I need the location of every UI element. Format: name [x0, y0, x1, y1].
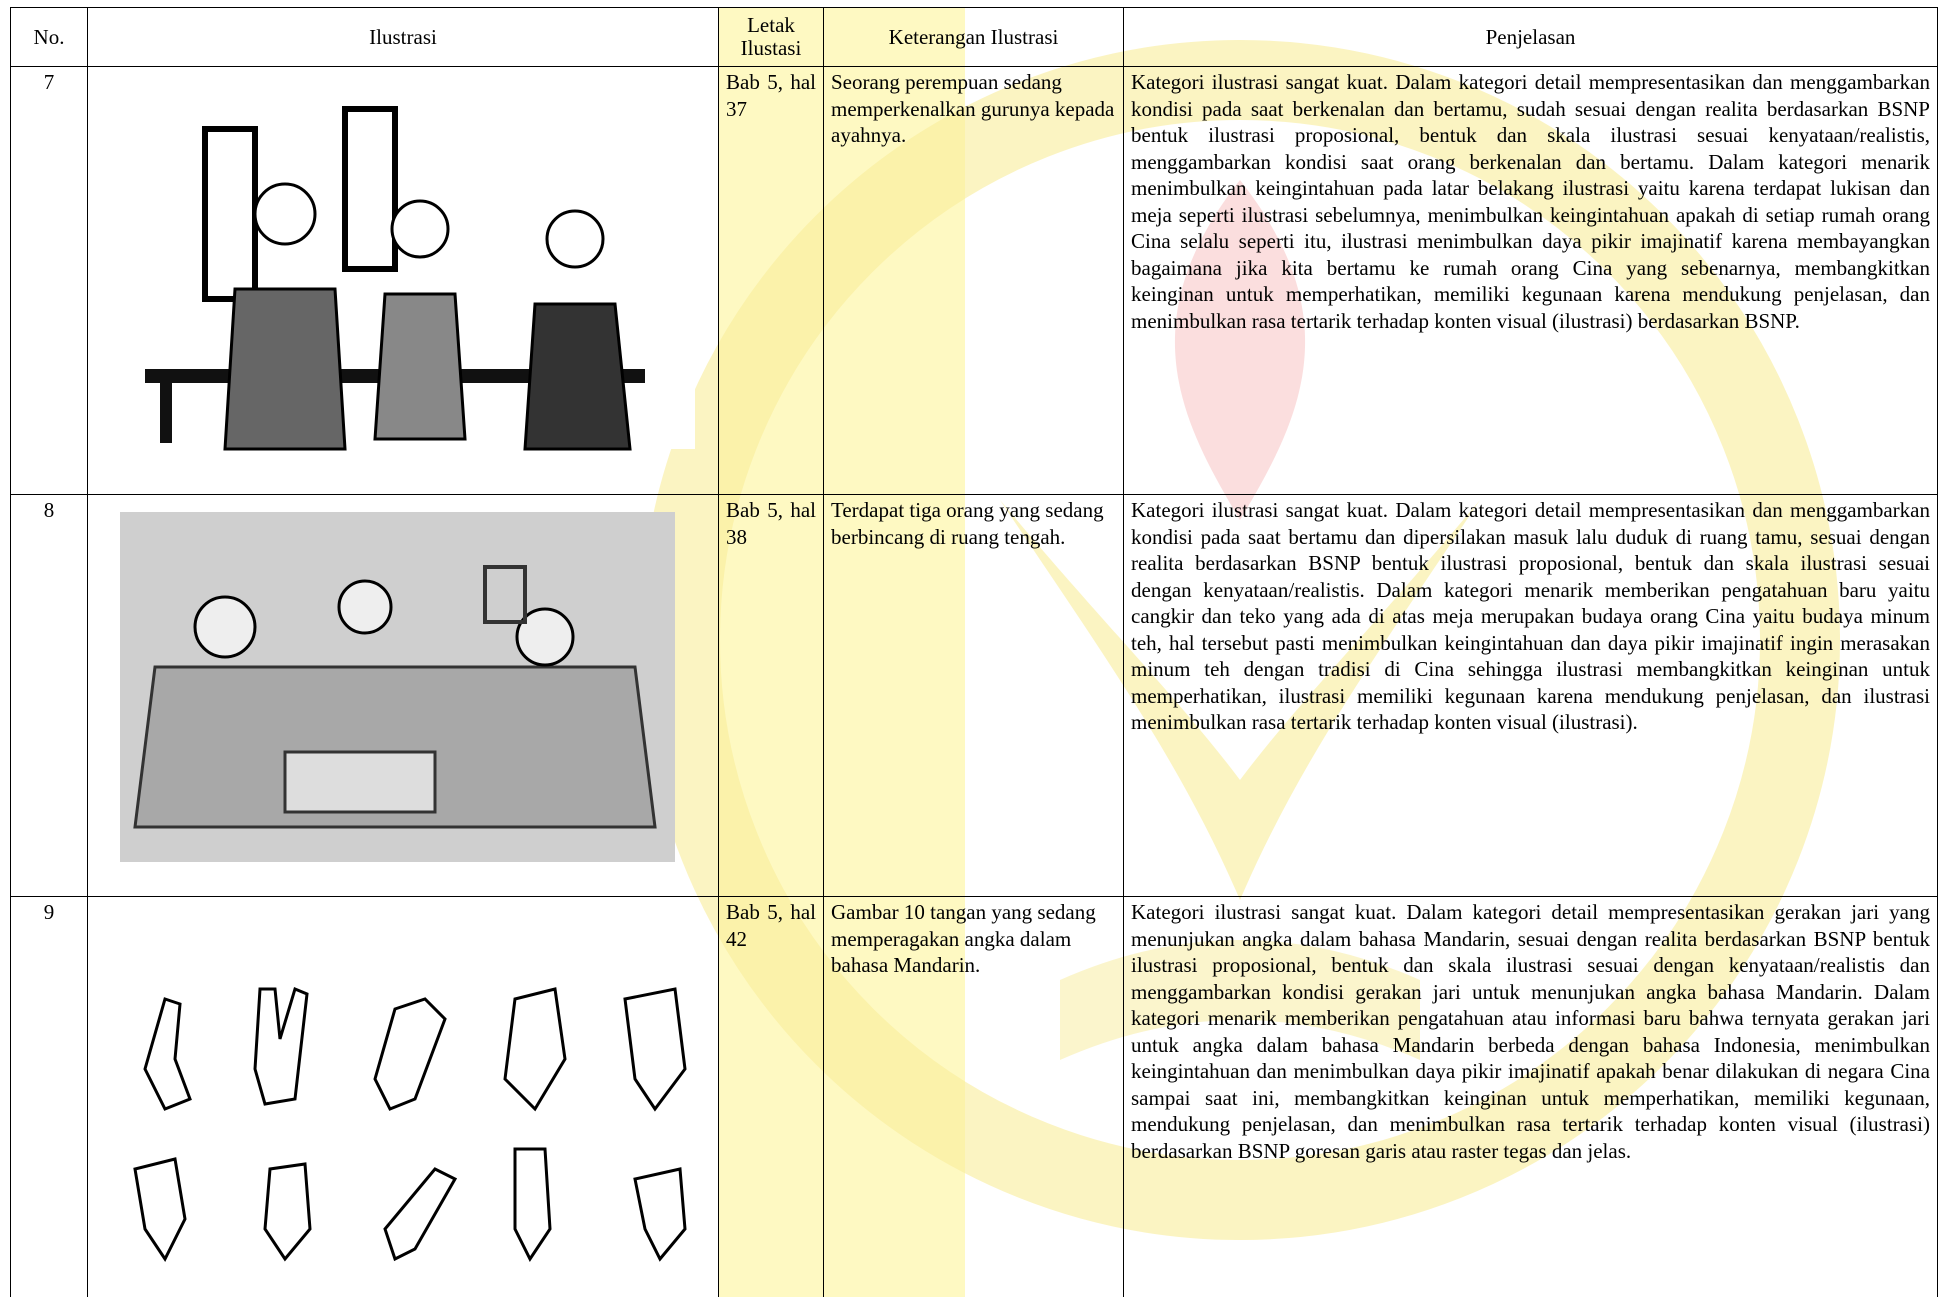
penjelasan: Kategori ilustrasi sangat kuat. Dalam ka…: [1123, 494, 1938, 897]
keterangan: Gambar 10 tangan yang sedang memperagaka…: [823, 896, 1124, 1297]
keterangan: Seorang perempuan sedang memperkenalkan …: [823, 66, 1124, 495]
row: 9 Bab 5, hal 42 Gambar 10 tangan yang se…: [10, 896, 1938, 1297]
table: No. Ilustrasi Letak Ilustasi Keterangan …: [10, 7, 1938, 1297]
header-cell: Ilustrasi: [87, 7, 719, 67]
illustration: [135, 94, 695, 451]
header-row: No. Ilustrasi Letak Ilustasi Keterangan …: [10, 7, 1938, 67]
letak: Bab 5, hal 42: [718, 896, 824, 1297]
penjelasan: Kategori ilustrasi sangat kuat. Dalam ka…: [1123, 66, 1938, 495]
keterangan: Terdapat tiga orang yang sedang berbinca…: [823, 494, 1124, 897]
letak: Bab 5, hal 37: [718, 66, 824, 495]
header-cell: Keterangan Ilustrasi: [823, 7, 1124, 67]
illustration: [120, 512, 675, 862]
header-cell: Letak Ilustasi: [718, 7, 824, 67]
no: 7: [10, 66, 88, 495]
letak: Bab 5, hal 38: [718, 494, 824, 897]
illustration-cell: [87, 494, 719, 897]
row: 8 Bab 5, hal 38 Terdapat tiga orang yang…: [10, 494, 1938, 897]
no: 8: [10, 494, 88, 897]
illustration: [133, 986, 687, 1262]
header-cell: Penjelasan: [1123, 7, 1938, 67]
header-cell: No.: [10, 7, 88, 67]
illustration-cell: [87, 66, 719, 495]
row: 7 Bab 5, hal 37 Seorang perempuan sedang…: [10, 66, 1938, 495]
no: 9: [10, 896, 88, 1297]
illustration-cell: [87, 896, 719, 1297]
penjelasan: Kategori ilustrasi sangat kuat. Dalam ka…: [1123, 896, 1938, 1297]
